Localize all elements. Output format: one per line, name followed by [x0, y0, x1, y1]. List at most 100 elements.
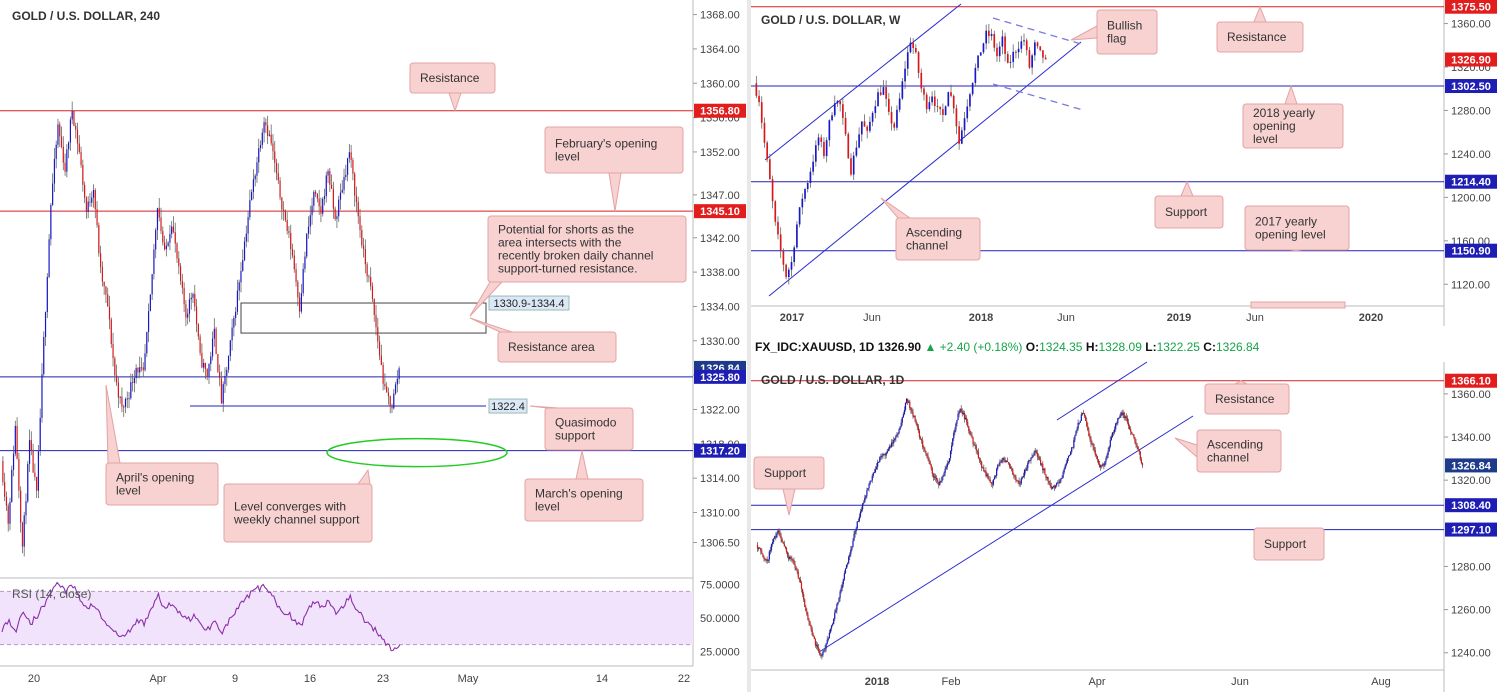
h4-candle: [20, 490, 22, 523]
daily-candle: [946, 463, 948, 467]
daily-candle: [894, 438, 896, 441]
h4-candle: [89, 201, 91, 203]
h4-candle: [174, 232, 176, 244]
weekly-candle: [828, 120, 831, 141]
h4-candle: [279, 180, 281, 198]
h4-callout-march-text: level: [535, 500, 560, 514]
daily-chart-svg[interactable]: 1360.00 1340.00 1320.00 1280.00 1260.00 1240.…: [751, 340, 1501, 692]
h4-candle: [355, 195, 358, 202]
h4-candle: [14, 425, 16, 454]
h4-candle: [275, 162, 278, 174]
h4-chart-svg[interactable]: 1368.001364.001360.001356.001352.001347.…: [0, 0, 747, 692]
h4-callout-potential-shorts-text: area intersects with the: [498, 236, 622, 250]
h4-candle: [268, 134, 271, 136]
daily-candle: [773, 538, 775, 542]
daily-candle: [1008, 463, 1011, 467]
h4-candle: [375, 314, 377, 328]
daily-symbol[interactable]: FX_IDC:XAUUSD, 1D: [755, 340, 875, 354]
weekly-candle: [766, 142, 769, 160]
daily-candle: [1000, 461, 1002, 463]
daily-candle: [976, 450, 978, 452]
daily-candle: [907, 398, 909, 403]
daily-candle: [878, 461, 880, 463]
weekly-price-tag: 1302.50: [1451, 81, 1491, 93]
daily-candle: [1051, 486, 1053, 489]
daily-candle: [884, 454, 886, 456]
daily-ytick-label: 1240.00: [1451, 648, 1491, 660]
weekly-flag-lower: [992, 83, 1084, 111]
daily-candle: [1092, 443, 1094, 448]
daily-candle: [776, 533, 778, 538]
daily-candle: [1050, 486, 1052, 489]
daily-candle: [810, 625, 812, 630]
daily-candle: [824, 648, 826, 651]
h4-candle: [167, 242, 169, 246]
daily-candle: [786, 552, 789, 557]
daily-candle: [1048, 481, 1050, 484]
h4-callout-potential-shorts-text: Potential for shorts as the: [498, 223, 634, 237]
daily-candle: [1131, 431, 1133, 435]
weekly-candle: [779, 234, 782, 252]
daily-candle: [863, 502, 865, 504]
h4-candle: [36, 476, 38, 491]
daily-candle: [838, 597, 840, 602]
daily-candle: [1077, 422, 1079, 429]
daily-candle: [1126, 417, 1129, 423]
daily-xtick-label: Aug: [1371, 676, 1391, 688]
daily-candle: [1007, 461, 1010, 464]
h4-candle: [245, 233, 247, 242]
daily-candle: [924, 448, 926, 452]
daily-candle: [923, 447, 925, 449]
weekly-candle: [960, 130, 963, 144]
h4-candle: [227, 356, 230, 370]
daily-last-price: 1326.90: [877, 340, 922, 354]
daily-candle: [1103, 464, 1105, 466]
daily-candle: [930, 464, 932, 469]
h4-candle: [171, 226, 173, 235]
weekly-chart-panel[interactable]: 1360.00 1320.00 1280.00 1240.00 1200.00 1160.…: [751, 0, 1501, 326]
h4-candle: [357, 201, 359, 217]
weekly-callout-resistance-text: Resistance: [1227, 30, 1287, 44]
daily-ytick-label: 1320.00: [1451, 475, 1491, 487]
daily-candle: [905, 398, 908, 403]
daily-candle: [966, 417, 968, 422]
h4-ytick-label: 1347.00: [700, 190, 740, 202]
h4-candle: [178, 258, 180, 267]
daily-candle: [1064, 465, 1066, 470]
daily-candle: [957, 413, 959, 421]
daily-xtick-label: Jun: [1231, 676, 1249, 688]
h4-ytick-label: 1322.00: [700, 404, 740, 416]
h4-candle: [179, 266, 182, 281]
h4-candle: [156, 208, 159, 231]
h4-candle: [155, 230, 157, 250]
h4-candle: [290, 233, 292, 250]
weekly-chart-svg[interactable]: 1360.001320.001280.001240.001200.001160.…: [751, 0, 1501, 326]
h4-candle: [243, 241, 246, 261]
daily-candle: [835, 610, 837, 613]
h4-candle: [92, 190, 95, 198]
daily-candle: [948, 458, 951, 463]
panel-divider[interactable]: [747, 0, 751, 692]
h4-candle: [46, 276, 48, 313]
daily-chart-panel[interactable]: 1360.00 1340.00 1320.00 1280.00 1260.00 1240.…: [751, 340, 1501, 692]
h4-candle: [197, 323, 199, 337]
daily-candle: [804, 599, 806, 607]
h4-xtick-label: 16: [304, 673, 316, 685]
daily-candle: [909, 401, 911, 409]
daily-callout-support-right: Support: [1253, 527, 1325, 561]
h4-candle: [325, 175, 327, 197]
h4-candle: [126, 398, 128, 400]
daily-candle: [967, 421, 969, 427]
h4-zone-label-bg: [488, 295, 570, 311]
h4-price-tag-bg: [694, 443, 746, 458]
daily-candle: [933, 476, 936, 478]
daily-open: 1324.35: [1039, 340, 1083, 354]
daily-close-label: C:: [1203, 340, 1216, 354]
daily-candle: [808, 620, 810, 622]
weekly-xtick-label: 2017: [780, 312, 804, 324]
daily-candle: [1029, 460, 1031, 462]
h4-candle: [393, 393, 395, 409]
daily-candle: [899, 426, 901, 430]
h4-chart-panel[interactable]: 1368.00 1364.00 1360.00 1356.00 1352.00 1347.…: [0, 0, 747, 692]
daily-candle: [819, 651, 821, 655]
